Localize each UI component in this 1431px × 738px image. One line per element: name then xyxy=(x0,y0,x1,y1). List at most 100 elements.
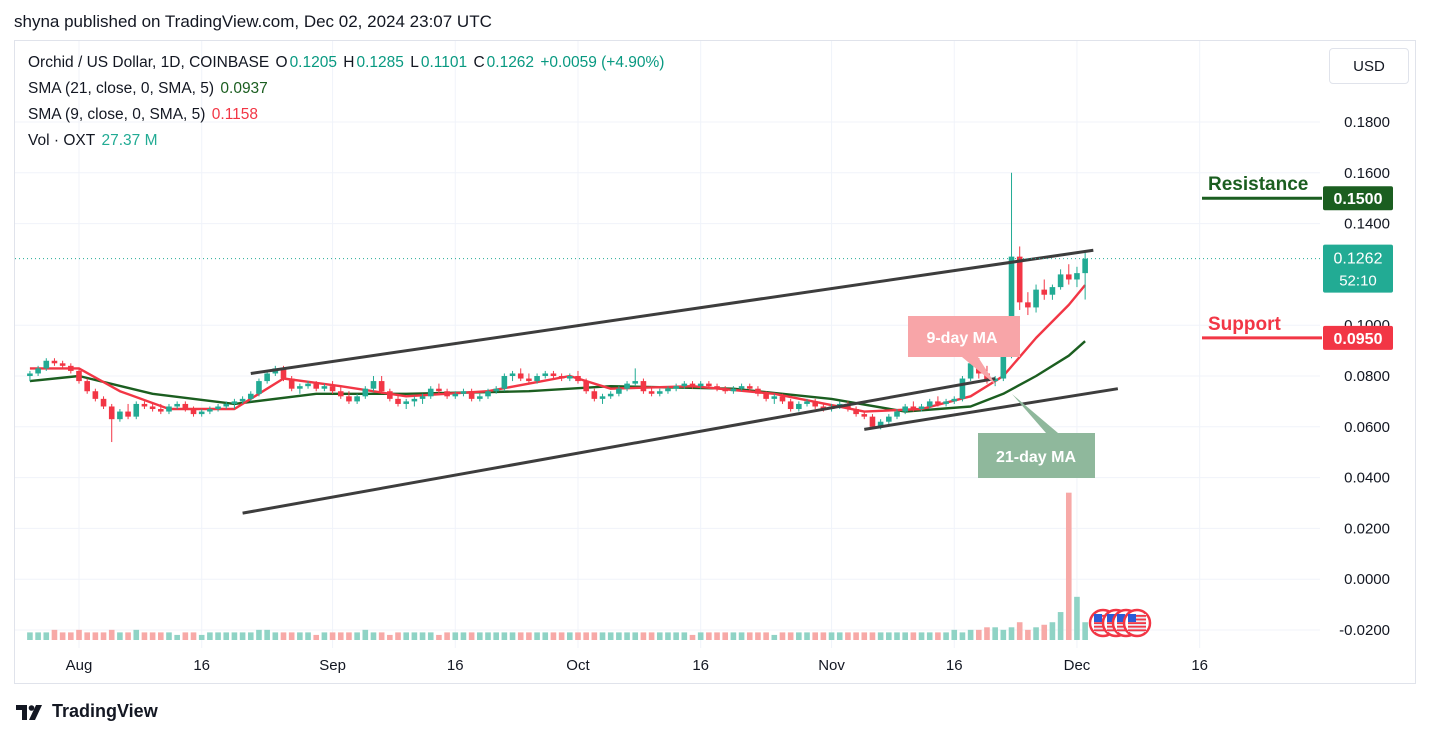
candle xyxy=(763,391,769,402)
volume-bar xyxy=(1041,624,1048,640)
candle xyxy=(861,411,868,420)
candle-body xyxy=(632,381,639,384)
volume-bar xyxy=(820,632,827,640)
tradingview-brand[interactable]: TradingView xyxy=(16,701,158,722)
candle xyxy=(395,393,401,407)
bar-countdown-text: 52:10 xyxy=(1339,273,1377,290)
volume-label: Vol · OXT xyxy=(28,132,96,149)
candle-body xyxy=(452,393,459,397)
candle xyxy=(689,381,696,389)
candle xyxy=(166,403,172,415)
candle-body xyxy=(616,388,622,394)
candle xyxy=(362,386,369,399)
candle-body xyxy=(174,403,180,407)
candle xyxy=(542,370,549,379)
candle-body xyxy=(779,396,786,402)
volume-bar xyxy=(1008,627,1015,640)
candle xyxy=(550,370,557,379)
volume-bar xyxy=(174,634,180,640)
candle-body xyxy=(787,401,794,410)
volume-bar xyxy=(460,632,467,640)
candle xyxy=(648,386,655,397)
volume-bar xyxy=(648,632,655,640)
candle-body xyxy=(35,368,41,374)
brand-label: TradingView xyxy=(52,701,158,721)
candle xyxy=(567,373,573,382)
candle-body xyxy=(92,391,99,399)
candle xyxy=(910,401,917,412)
volume-bar xyxy=(616,632,622,640)
candle xyxy=(68,363,74,374)
candle xyxy=(730,386,737,394)
x-tick-label: Sep xyxy=(319,657,346,674)
volume-bar xyxy=(485,632,491,640)
sma9-legend[interactable]: SMA (9, close, 0, SMA, 5) 0.1158 xyxy=(28,106,260,124)
candle-body xyxy=(526,378,532,382)
candle xyxy=(1065,264,1072,285)
sma21-legend[interactable]: SMA (21, close, 0, SMA, 5) 0.0937 xyxy=(28,80,270,98)
candle-body xyxy=(100,398,107,407)
candle-body xyxy=(166,406,172,412)
candle-body xyxy=(861,414,868,417)
volume-bar xyxy=(910,632,917,640)
volume-bar xyxy=(591,632,598,640)
candle-body xyxy=(1065,274,1072,280)
currency-button[interactable]: USD xyxy=(1329,48,1409,84)
candle-body xyxy=(395,398,401,404)
candle-body xyxy=(108,406,115,420)
candle xyxy=(297,383,303,394)
y-tick-label: 0.1400 xyxy=(1344,216,1390,233)
volume-bar xyxy=(853,632,859,640)
volume-bar xyxy=(714,632,720,640)
volume-bar xyxy=(76,629,82,640)
candle-body xyxy=(427,388,434,397)
candle xyxy=(305,381,311,389)
candle-body xyxy=(485,391,491,397)
candle-body xyxy=(158,409,164,412)
candle-body xyxy=(746,386,753,389)
y-tick-label: 0.0400 xyxy=(1344,470,1390,487)
candle xyxy=(1074,266,1080,288)
volume-bar xyxy=(926,632,933,640)
candle-body xyxy=(591,391,598,399)
volume-bar xyxy=(305,632,311,640)
volume-bar xyxy=(1033,627,1039,640)
volume-bar xyxy=(68,632,74,640)
close-label: C xyxy=(473,54,485,71)
volume-bar xyxy=(845,632,851,640)
volume-bar xyxy=(567,632,573,640)
candle xyxy=(681,381,688,389)
candle-body xyxy=(329,386,336,392)
volume-bar xyxy=(141,632,148,640)
candle xyxy=(108,403,115,443)
candle xyxy=(190,406,197,417)
volume-bar xyxy=(207,632,213,640)
candle-body xyxy=(812,401,818,407)
volume-bar xyxy=(583,632,589,640)
candle xyxy=(158,403,164,415)
candle xyxy=(321,383,328,392)
volume-bar xyxy=(370,632,377,640)
candle-body xyxy=(714,386,720,389)
candle-body xyxy=(460,391,467,394)
volume-legend[interactable]: Vol · OXT 27.37 M xyxy=(28,132,160,150)
candle xyxy=(616,386,622,397)
candle xyxy=(346,391,352,404)
sma21-value: 0.0937 xyxy=(220,80,268,97)
candle xyxy=(656,388,663,397)
candle-body xyxy=(951,398,958,402)
volume-bar xyxy=(198,634,205,640)
volume-bar xyxy=(796,632,802,640)
flag-stripe xyxy=(1128,615,1146,617)
volume-bar xyxy=(763,632,769,640)
flag-stripe xyxy=(1094,615,1112,617)
volume-bar xyxy=(337,632,344,640)
volume-bar xyxy=(395,632,401,640)
symbol-title[interactable]: Orchid / US Dollar, 1D, COINBASE xyxy=(28,54,270,71)
candle xyxy=(198,409,205,417)
candle xyxy=(256,378,262,397)
candle xyxy=(886,414,892,425)
candle xyxy=(51,358,58,366)
volume-bar xyxy=(1000,629,1007,640)
